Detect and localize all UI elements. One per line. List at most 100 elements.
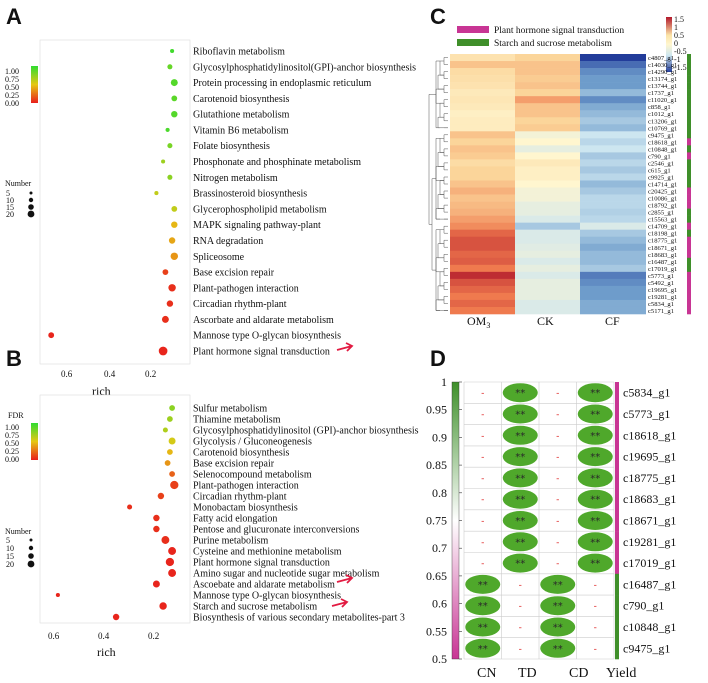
dendrogram-branch [435,208,444,220]
pathway-label: Nitrogen metabolism [193,173,278,184]
panel-a-bubble-chart: 1.00 0.75 0.50 0.25 0.00 Number 5 10 15 … [5,39,416,398]
pathway-bar-segment [615,424,619,447]
dendrogram-branch [437,243,444,259]
heatmap-cell [450,222,515,230]
bubble-point [112,613,120,621]
significance-ellipse [502,511,538,530]
heatmap-cell [450,194,515,202]
heatmap-cell [580,250,646,259]
heatmap-cell [515,124,580,132]
heatmap-cell [580,264,646,273]
panel-d-y-tick: 0.7 [432,541,447,555]
pathway-bar-segment [615,616,619,638]
significance-marker: ** [515,452,525,463]
significance-marker: ** [515,516,525,527]
panel-a-size-key [28,197,34,203]
heatmap-cell [515,75,580,83]
panel-b-number-title: Number [5,527,32,536]
dendrogram-branch [443,282,448,290]
gene-label: c1737_g1 [648,90,674,97]
non-significant-marker: - [519,644,522,654]
dendrogram-branch [443,190,448,199]
significance-ellipse [502,553,538,573]
heatmap-cell [580,201,646,209]
heatmap-cell [450,208,515,216]
bubble-point [161,536,170,544]
significance-ellipse [577,532,613,552]
heatmap-cell [580,159,646,167]
heatmap-cell [515,61,580,69]
pathway-label: Brassinosteroid biosynthesis [193,189,307,200]
heatmap-cell [450,201,515,209]
bubble-point [168,547,177,555]
bubble-point [48,332,55,339]
pathway-bar-segment [687,173,691,181]
heatmap-cell [580,271,646,280]
heatmap-cell [515,208,580,216]
panel-d-y-tick: 0.8 [432,486,447,500]
gene-label: c19695_g1 [623,450,676,464]
pathway-label: Circadian rhythm-plant [193,299,287,310]
bubble-point [167,143,173,149]
panel-c-legend-swatch-sucrose [457,39,489,46]
pathway-label: Base excision repair [193,459,275,470]
bubble-point [159,602,167,610]
gene-label: c10848_g1 [648,146,677,153]
panel-b-highlight-arrow [331,598,349,608]
significance-ellipse [577,489,613,509]
heatmap-cell [450,131,515,139]
dendrogram-branch [439,60,444,76]
panel-b-bubble-chart: FDR 1.00 0.75 0.50 0.25 0.00 Number 5 10… [5,394,419,659]
bubble-point [127,504,133,510]
significance-ellipse [540,574,576,594]
panel-c-heatmap: Plant hormone signal transduction Starch… [428,15,691,330]
bubble-point [154,191,159,196]
panel-d-y-tick: 0.75 [426,514,447,528]
pathway-label: MAPK signaling pathway-plant [193,220,321,231]
pathway-bar-segment [615,595,619,617]
non-significant-marker: - [556,474,559,484]
heatmap-cell [580,124,646,132]
panel-d-column-labels: CN TD CD Yield [477,666,636,681]
heatmap-cell [450,250,515,259]
panel-c-scale-tick: 1.5 [674,15,684,24]
pathway-bar-segment [687,292,691,301]
pathway-label: Plant hormone signal transduction [193,558,330,569]
gene-label: c9475_g1 [623,641,670,655]
heatmap-cell [515,54,580,62]
heatmap-cell [450,278,515,287]
bubble-point [158,346,168,356]
heatmap-cell [515,236,580,245]
panel-a-frame [39,39,191,365]
pathway-bar-segment [687,236,691,245]
heatmap-cell [450,215,515,223]
heatmap-cell [580,173,646,181]
panel-c-scale-bar [666,17,672,72]
pathway-bar-segment [615,382,619,404]
significance-ellipse [502,489,538,509]
panel-label-c: C [430,4,446,29]
dendrogram-branch [439,102,444,118]
heatmap-cell [515,194,580,202]
dendrogram-branch [443,85,448,93]
heatmap-cell [515,229,580,238]
significance-ellipse [577,468,613,488]
pathway-bar-segment [687,229,691,238]
heatmap-cell [580,131,646,139]
significance-marker: ** [478,601,488,612]
heatmap-cell [580,194,646,202]
heatmap-cell [515,159,580,167]
heatmap-cell [515,201,580,209]
heatmap-cell [450,285,515,294]
bubble-point [171,95,178,102]
panel-d-correlation-heatmap: 1 0.95 0.9 0.85 0.8 0.75 0.7 0.65 0.6 0.55 0.5 - **… [426,375,676,681]
non-significant-marker: - [481,559,484,569]
pathway-bar-segment [615,445,619,468]
pathway-label: Biosynthesis of various secondary metabo… [193,613,405,624]
gene-label: c16487_g1 [648,259,677,266]
bubble-point [168,437,176,445]
pathway-bar-segment [687,138,691,146]
pathway-label: Plant-pathogen interaction [193,481,299,492]
heatmap-cell [515,250,580,259]
pathway-bar-segment [687,180,691,188]
